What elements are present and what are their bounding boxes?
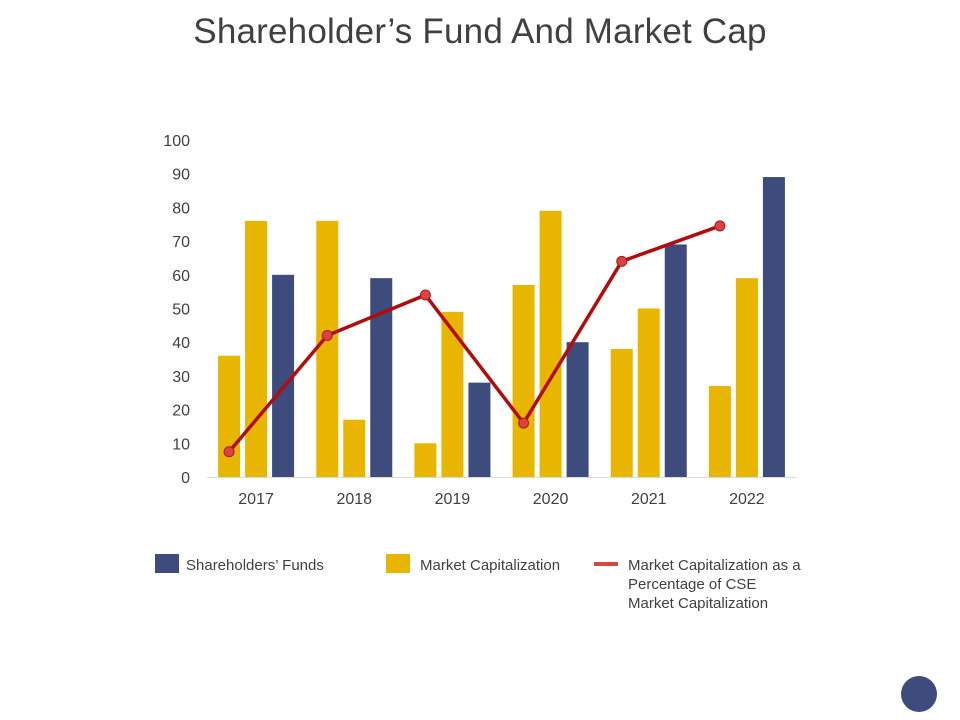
x-tick-label: 2022 bbox=[729, 491, 765, 508]
legend-label-percentage-line3: Market Capitalization bbox=[628, 595, 769, 612]
y-tick-label: 10 bbox=[172, 436, 190, 453]
legend-label-shareholders: Shareholders’ Funds bbox=[186, 557, 324, 574]
x-tick-label: 2021 bbox=[631, 491, 667, 508]
bar-2021-shareholders-funds bbox=[664, 244, 687, 477]
y-tick-label: 0 bbox=[181, 470, 190, 487]
x-tick-label: 2020 bbox=[533, 491, 569, 508]
y-tick-label: 100 bbox=[163, 133, 190, 150]
y-axis-ticks: 0 10 20 30 40 50 60 70 80 90 100 bbox=[163, 133, 190, 487]
bar-2018-market-capitalization bbox=[343, 419, 366, 477]
line-point-2017 bbox=[223, 446, 235, 458]
y-tick-label: 70 bbox=[172, 234, 190, 251]
line-series-group bbox=[223, 220, 726, 458]
bar-2017-market-capitalization bbox=[245, 220, 268, 477]
bar-2018-shareholders-funds bbox=[370, 278, 393, 477]
legend-swatch-market-cap bbox=[386, 554, 410, 573]
y-tick-label: 50 bbox=[172, 302, 190, 319]
y-tick-label: 40 bbox=[172, 335, 190, 352]
legend-label-percentage-line2: Percentage of CSE bbox=[628, 576, 757, 593]
y-tick-label: 80 bbox=[172, 200, 190, 217]
legend-swatch-percentage bbox=[594, 562, 618, 566]
bar-2021-market-capitalization bbox=[610, 348, 633, 477]
bar-2019-shareholders-funds bbox=[468, 382, 491, 477]
corner-dot-decoration bbox=[901, 676, 937, 712]
legend-swatch-shareholders bbox=[155, 554, 179, 573]
bar-2020-market-capitalization bbox=[512, 284, 535, 477]
line-point-2022 bbox=[714, 220, 726, 232]
legend-label-percentage-line1: Market Capitalization as a bbox=[628, 557, 801, 574]
x-tick-label: 2017 bbox=[238, 491, 274, 508]
line-point-2021 bbox=[616, 255, 628, 267]
y-tick-label: 20 bbox=[172, 403, 190, 420]
y-tick-label: 90 bbox=[172, 167, 190, 184]
line-point-2019 bbox=[419, 289, 431, 301]
line-point-2020 bbox=[518, 417, 530, 429]
x-axis-ticks: 2017 2018 2019 2020 2021 2022 bbox=[238, 491, 765, 508]
bar-2017-market-capitalization bbox=[218, 355, 241, 477]
y-tick-label: 30 bbox=[172, 369, 190, 386]
bar-2021-market-capitalization bbox=[637, 308, 660, 477]
legend-label-market-cap: Market Capitalization bbox=[420, 557, 561, 574]
bar-2020-market-capitalization bbox=[539, 210, 562, 477]
bar-2022-market-capitalization bbox=[735, 278, 758, 477]
bar-2019-market-capitalization bbox=[441, 311, 464, 477]
bar-2018-market-capitalization bbox=[316, 220, 339, 477]
y-tick-label: 60 bbox=[172, 268, 190, 285]
x-tick-label: 2019 bbox=[435, 491, 471, 508]
line-percentage bbox=[227, 224, 721, 453]
bar-2020-shareholders-funds bbox=[566, 342, 589, 477]
bar-group bbox=[218, 177, 785, 477]
line-point-2018 bbox=[321, 329, 333, 341]
bar-2017-shareholders-funds bbox=[272, 274, 295, 477]
x-tick-label: 2018 bbox=[336, 491, 372, 508]
chart-title: Shareholder’s Fund And Market Cap bbox=[193, 12, 767, 51]
bar-2022-market-capitalization bbox=[708, 386, 731, 477]
bar-2022-shareholders-funds bbox=[762, 177, 785, 477]
bar-2019-market-capitalization bbox=[414, 443, 437, 477]
